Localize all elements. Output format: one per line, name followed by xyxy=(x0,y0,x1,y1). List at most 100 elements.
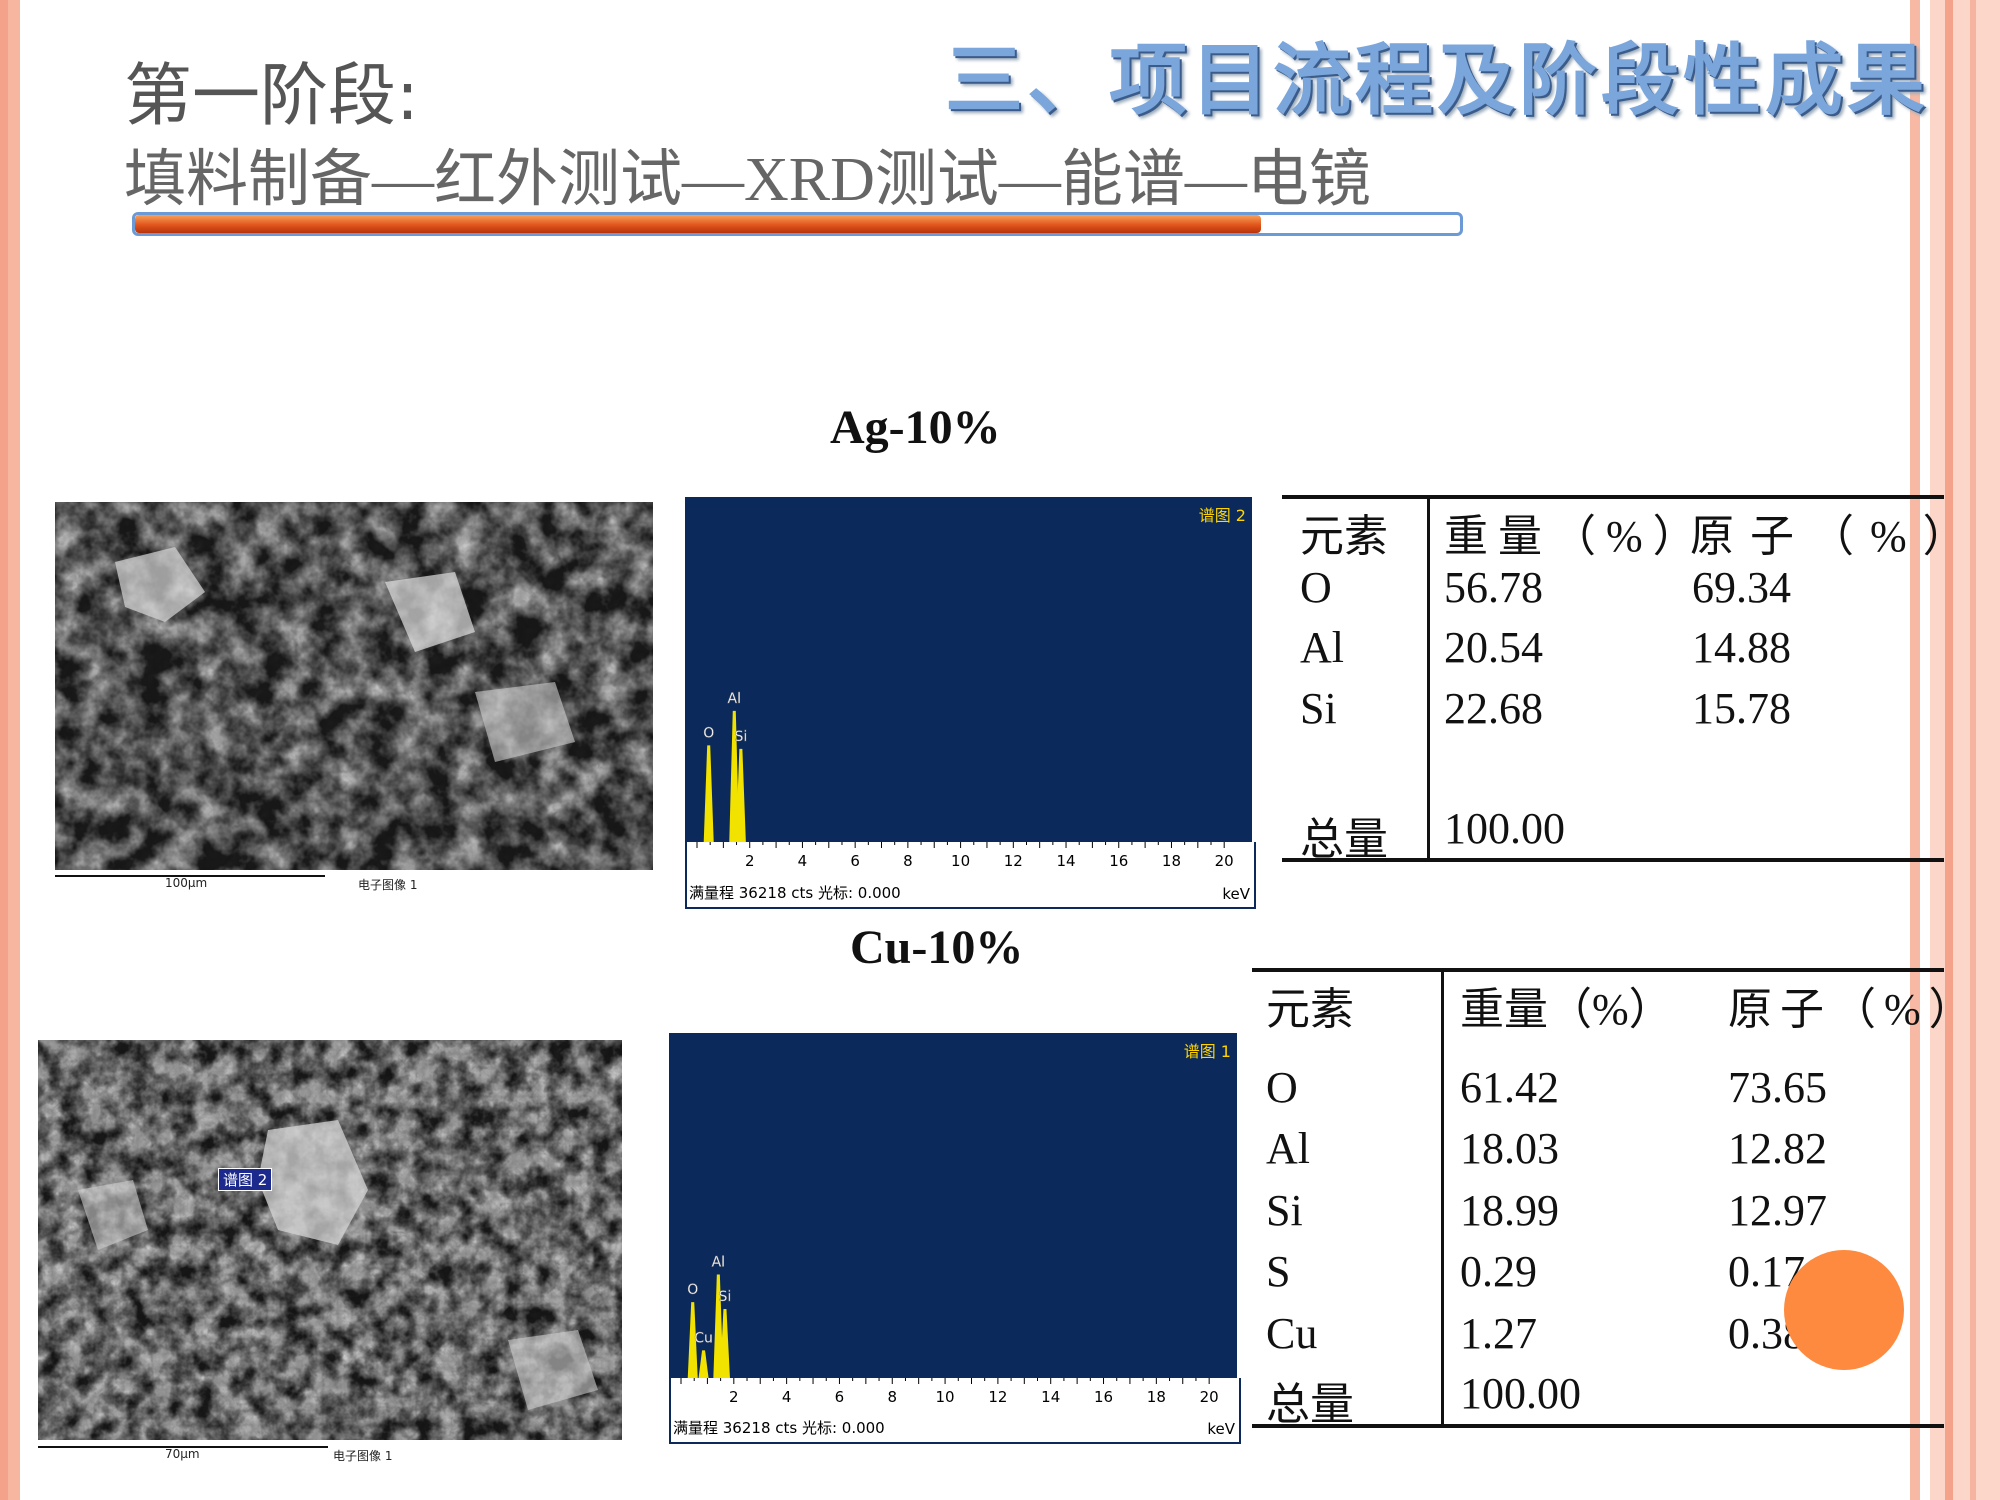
scale-label-cu: 70μm xyxy=(165,1447,200,1461)
table-cell: 20.54 xyxy=(1444,623,1543,672)
table-cell: 1.27 xyxy=(1460,1309,1537,1358)
sem-texture-ag xyxy=(55,502,653,870)
axis-tick-label: 10 xyxy=(936,1388,955,1406)
table-cell: 14.88 xyxy=(1692,623,1791,672)
axis-tick-label: 12 xyxy=(988,1388,1007,1406)
spectrum-footer-cu: 满量程 36218 cts 光标: 0.000 xyxy=(673,1419,885,1437)
table-cell: 0.29 xyxy=(1460,1247,1537,1296)
table-rule-bottom-ag xyxy=(1282,858,1944,862)
spectrum-peak-label: O xyxy=(703,725,714,741)
table-cell: Si xyxy=(1266,1186,1303,1235)
sem-image-ag xyxy=(55,502,653,870)
axis-tick-label: 20 xyxy=(1200,1388,1219,1406)
table-cell: S xyxy=(1266,1247,1291,1296)
axis-tick-label: 16 xyxy=(1094,1388,1113,1406)
table-rule-top-ag xyxy=(1282,495,1944,499)
table-cell: 61.42 xyxy=(1460,1063,1559,1112)
table-cell: 12.97 xyxy=(1728,1186,1827,1235)
table-cell: 18.99 xyxy=(1460,1186,1559,1235)
progress-fill xyxy=(135,215,1262,233)
axis-tick-label: 16 xyxy=(1109,852,1128,870)
table-total-label-ag: 总量 xyxy=(1300,815,1388,864)
progress-bar xyxy=(132,212,1463,236)
table-cell: 73.65 xyxy=(1728,1063,1827,1112)
spectrum-plot-cu: O Al Si Cu xyxy=(687,1254,732,1378)
right-border-line-2 xyxy=(1970,0,1976,1500)
table-cell: 12.82 xyxy=(1728,1124,1827,1173)
axis-tick-label: 2 xyxy=(745,852,755,870)
spectrum-tag-ag: 谱图 2 xyxy=(1198,506,1246,525)
sem-texture-cu xyxy=(38,1040,622,1440)
spectrum-peak-al xyxy=(729,710,740,842)
spectrum-tag-cu: 谱图 1 xyxy=(1183,1042,1231,1061)
table-cell: Al xyxy=(1300,623,1344,672)
sample-title-ag: Ag-10% xyxy=(830,401,1001,454)
stage-subtitle: 填料制备—红外测试—XRD测试—能谱—电镜 xyxy=(124,146,1371,214)
table-cell: 15.78 xyxy=(1692,684,1791,733)
spectrum-plot-ag: O Al Si xyxy=(703,691,747,842)
axis-tick-label: 6 xyxy=(835,1388,845,1406)
table-header-weight-ag: 重量（%） xyxy=(1444,512,1707,561)
stage-title: 第一阶段: xyxy=(124,57,419,136)
right-border-band xyxy=(1930,0,2000,1500)
axis-tick-label: 18 xyxy=(1147,1388,1166,1406)
spectrum-axis-ag: 2 4 6 8 10 12 14 16 18 20 满量程 36218 cts 光标: 0.000… xyxy=(685,842,1256,909)
spectrum-axis-ticks-cu: 2 4 6 8 10 12 14 16 18 20 xyxy=(680,1378,1219,1406)
right-border-stripe xyxy=(1910,0,1920,1500)
axis-tick-label: 20 xyxy=(1215,852,1234,870)
spectrum-peak-label: O xyxy=(687,1282,698,1298)
right-border-line xyxy=(1945,0,1953,1500)
axis-tick-label: 4 xyxy=(798,852,808,870)
axis-tick-label: 18 xyxy=(1162,852,1181,870)
axis-tick-label: 2 xyxy=(729,1388,739,1406)
table-header-element-cu: 元素 xyxy=(1266,985,1354,1034)
table-rule-top-cu xyxy=(1252,968,1944,972)
spectrum-axis-cu: 2 4 6 8 10 12 14 16 18 20 满量程 36218 cts 光标: 0.000… xyxy=(669,1378,1241,1444)
table-cell: Cu xyxy=(1266,1309,1318,1358)
spectrum-peak-label: Si xyxy=(734,729,747,745)
axis-tick-label: 6 xyxy=(850,852,860,870)
axis-tick-label: 8 xyxy=(903,852,913,870)
table-cell: 56.78 xyxy=(1444,563,1543,612)
spectrum-unit-cu: keV xyxy=(1207,1420,1235,1438)
image-label-cu: 电子图像 1 xyxy=(333,1449,393,1463)
table-rule-vertical-cu xyxy=(1441,972,1444,1427)
spectrum-peak-o xyxy=(703,745,714,842)
table-cell: O xyxy=(1266,1063,1298,1112)
table-rule-bottom-cu xyxy=(1252,1424,1944,1428)
decorative-orange-circle xyxy=(1784,1250,1904,1370)
left-border-inner-stripe xyxy=(0,0,8,1500)
axis-tick-label: 4 xyxy=(782,1388,792,1406)
image-label-ag: 电子图像 1 xyxy=(358,878,418,892)
table-cell: 18.03 xyxy=(1460,1124,1559,1173)
table-total-label-cu: 总量 xyxy=(1266,1380,1354,1429)
eds-spectrum-cu: O Al Si Cu 谱图 1 xyxy=(669,1033,1237,1378)
spectrum-peak-o xyxy=(687,1302,698,1378)
axis-tick-label: 14 xyxy=(1041,1388,1060,1406)
axis-tick-label: 14 xyxy=(1056,852,1075,870)
sem-image-cu: 谱图 2 xyxy=(38,1040,622,1440)
table-header-weight-cu: 重量（%） xyxy=(1460,985,1673,1034)
table-header-element-ag: 元素 xyxy=(1300,512,1388,561)
axis-tick-label: 12 xyxy=(1004,852,1023,870)
table-cell: 69.34 xyxy=(1692,563,1791,612)
scale-label-ag: 100μm xyxy=(165,876,208,890)
axis-tick-label: 8 xyxy=(887,1388,897,1406)
spectrum-peak-al xyxy=(713,1274,724,1378)
spectrum-peak-label: Cu xyxy=(694,1330,713,1346)
spectrum-peak-label: Si xyxy=(719,1289,732,1305)
sample-title-cu: Cu-10% xyxy=(850,921,1024,974)
spectrum-peak-si xyxy=(735,748,746,842)
scale-bar-ag xyxy=(55,875,325,877)
sem-marker-cu: 谱图 2 xyxy=(218,1168,273,1191)
section-title: 三、项目流程及阶段性成果 xyxy=(945,36,1930,126)
axis-tick-label: 10 xyxy=(951,852,970,870)
spectrum-peak-label: Al xyxy=(712,1255,725,1271)
spectrum-unit-ag: keV xyxy=(1222,885,1250,903)
table-header-atomic-ag: 原子（%） xyxy=(1690,512,1983,561)
table-total-value-ag: 100.00 xyxy=(1444,804,1565,853)
table-cell: Al xyxy=(1266,1124,1310,1173)
table-rule-vertical-ag xyxy=(1427,499,1430,861)
spectrum-peak-si xyxy=(719,1309,730,1378)
spectrum-peak-cu xyxy=(698,1350,709,1378)
